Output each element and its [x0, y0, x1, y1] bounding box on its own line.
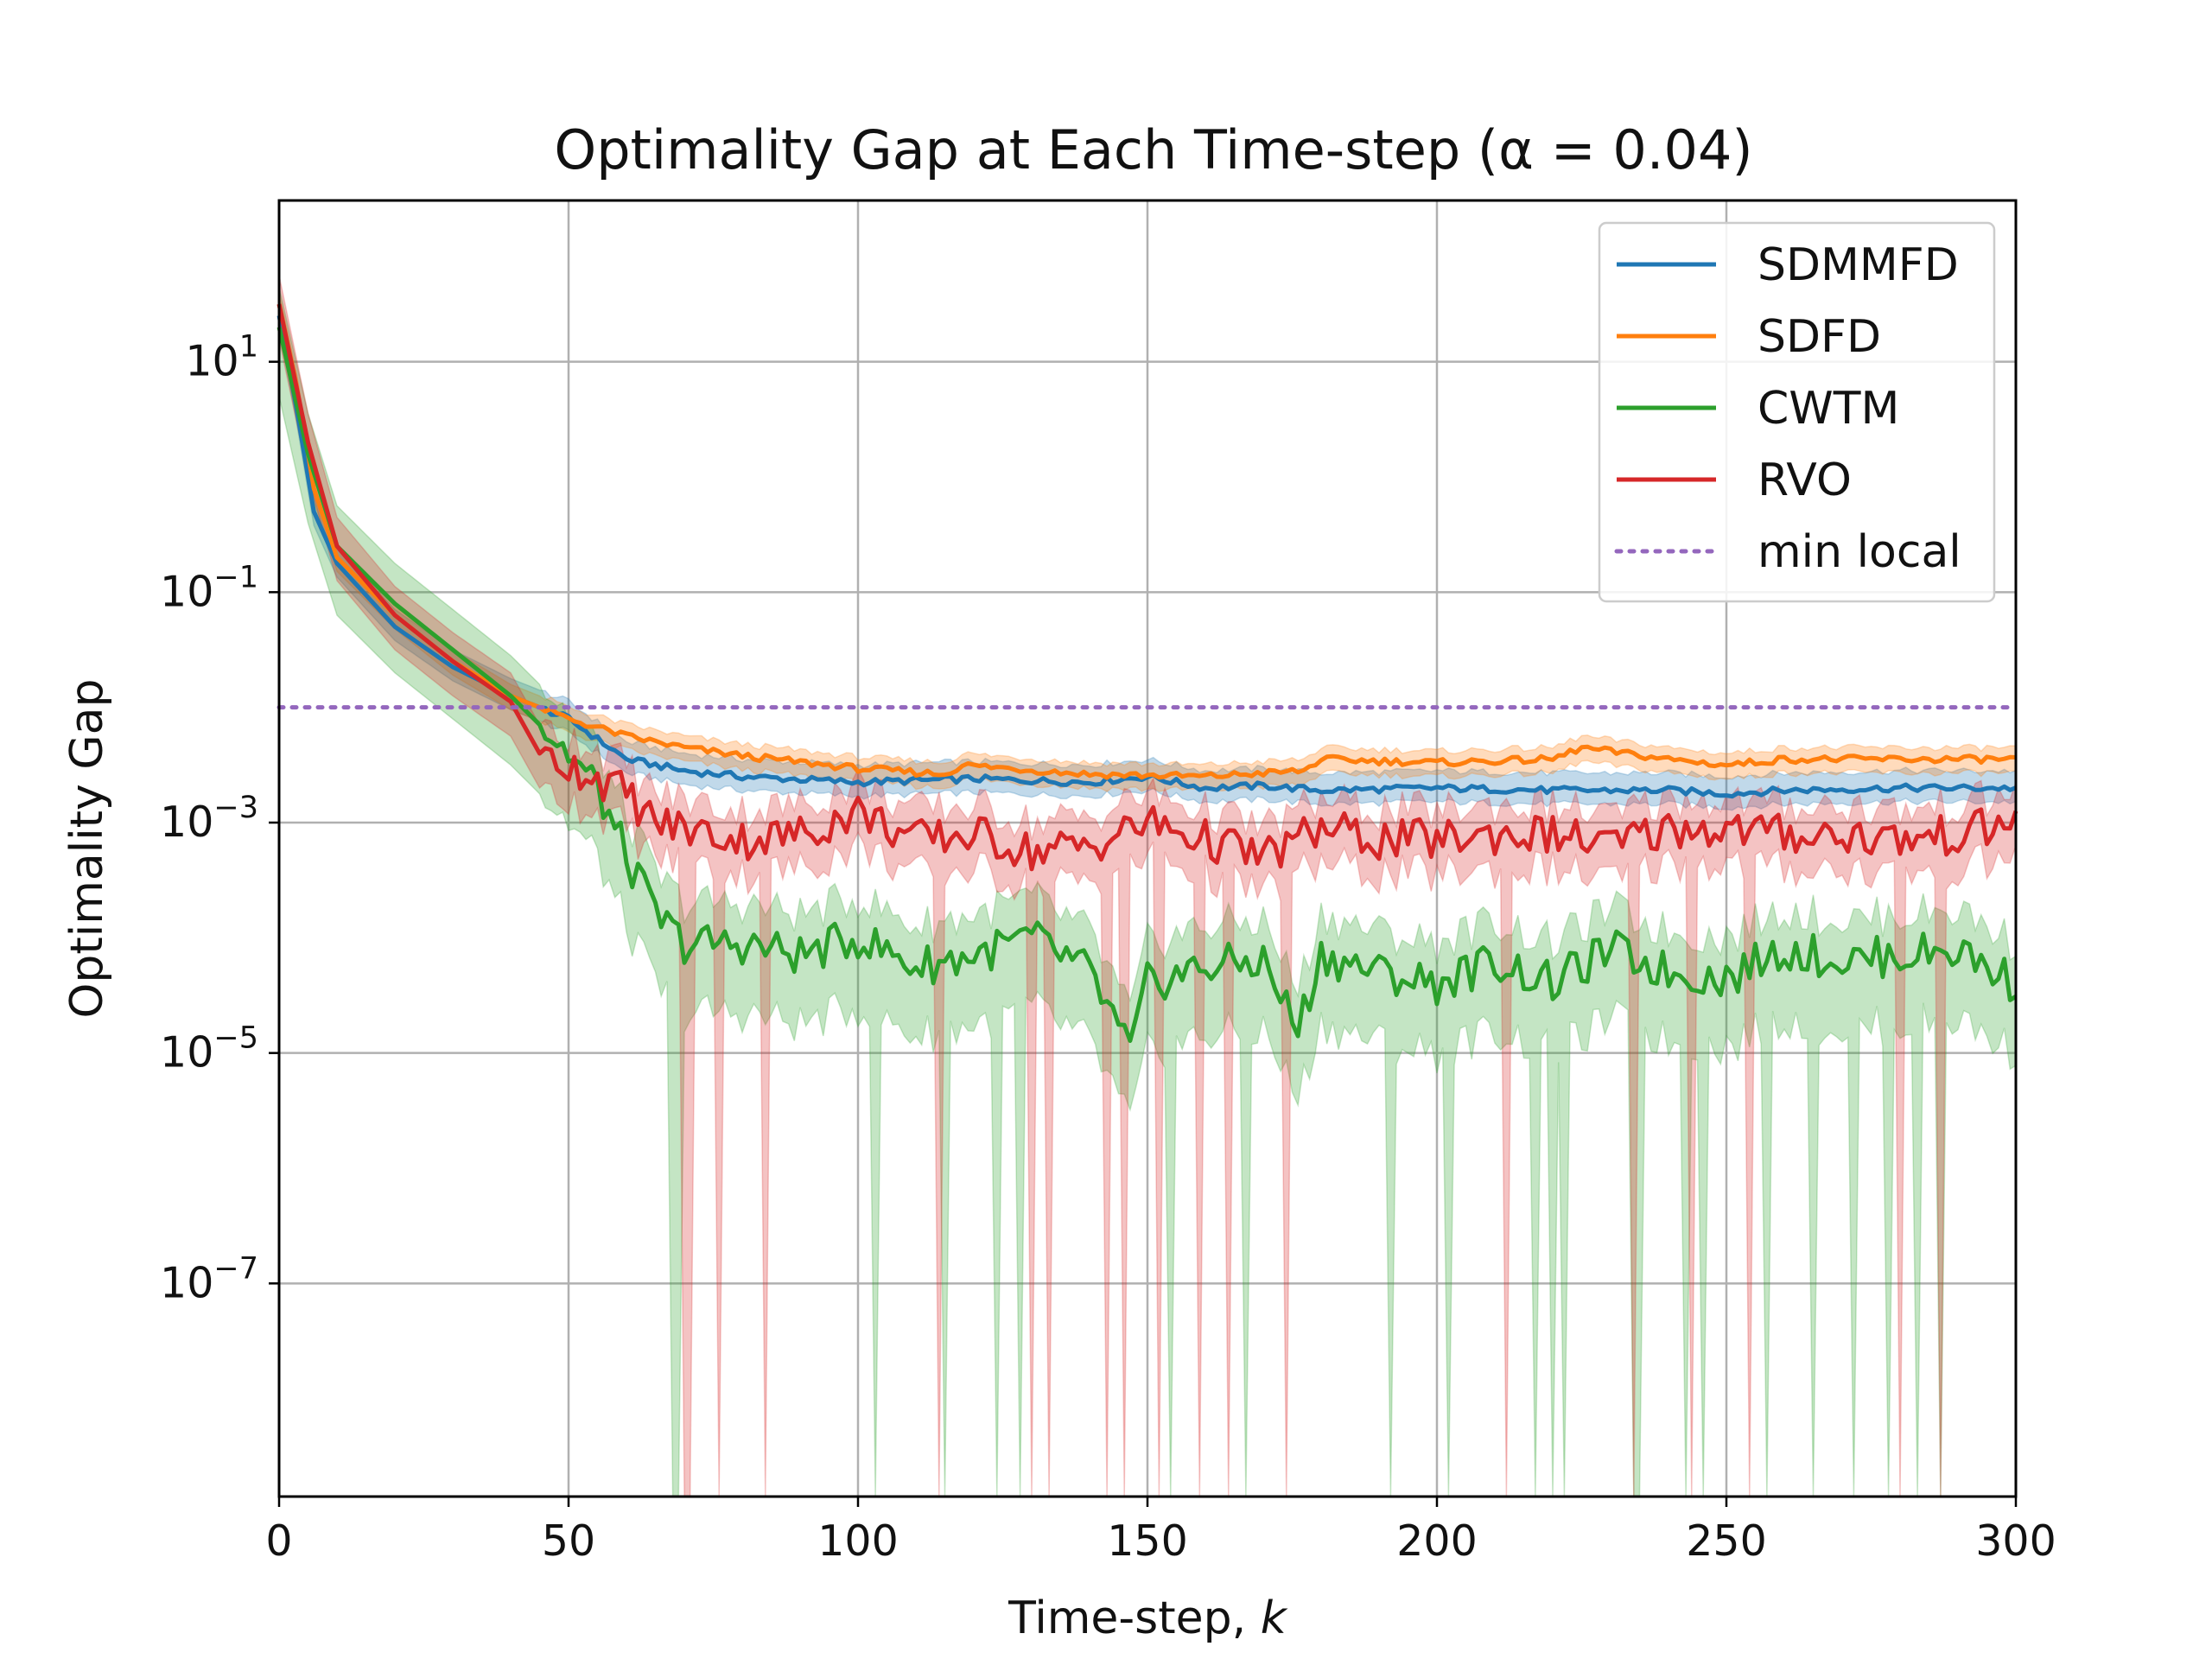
y-tick-label: 10−7 — [160, 1251, 258, 1307]
y-tick-label: 101 — [185, 330, 258, 386]
legend-box — [1598, 221, 1996, 603]
x-axis-label: Time-step, k — [1007, 1592, 1288, 1644]
y-axis-label: Optimality Gap — [61, 678, 113, 1018]
x-tick-label: 200 — [1396, 1516, 1478, 1566]
legend-label: min local — [1758, 526, 1961, 578]
y-tick-label: 10−1 — [160, 560, 258, 616]
x-tick-label: 50 — [542, 1516, 595, 1566]
series-lines — [276, 303, 2018, 1043]
legend-label: SDFD — [1758, 311, 1881, 363]
series-rvo — [276, 303, 2018, 872]
x-tick-label: 100 — [817, 1516, 899, 1566]
x-tick-label: 300 — [1975, 1516, 2056, 1566]
legend-label: RVO — [1758, 454, 1852, 506]
y-tick-label: 10−5 — [160, 1021, 258, 1077]
legend-label: SDMMFD — [1758, 239, 1959, 291]
legend-label: CWTM — [1758, 383, 1899, 435]
y-tick-label: 10−3 — [160, 791, 258, 847]
series-cwtm — [276, 327, 2018, 1043]
chart-title: Optimality Gap at Each Time-step (α = 0.… — [554, 118, 1752, 181]
series-sdfd — [276, 303, 2017, 780]
x-tick-label: 250 — [1686, 1516, 1767, 1566]
x-tick-label: 0 — [265, 1516, 292, 1566]
x-axis: 0 50 100 150 200 250 300 — [265, 1497, 2056, 1566]
legend: SDMMFD SDFD CWTM RVO min local — [1598, 221, 1996, 603]
y-axis: 101 10−1 10−3 10−5 10−7 — [160, 330, 279, 1307]
x-tick-label: 150 — [1107, 1516, 1188, 1566]
